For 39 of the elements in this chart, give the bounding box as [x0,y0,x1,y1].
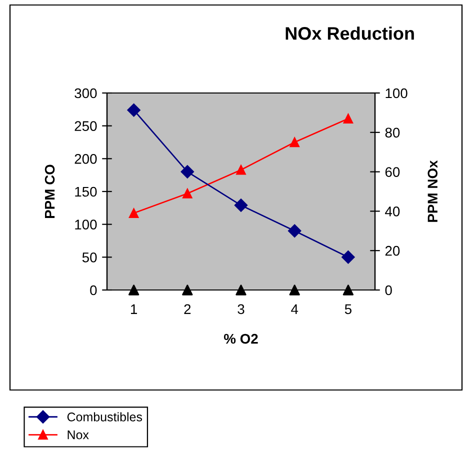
point [128,208,139,218]
y-tick-label: 0 [90,285,97,296]
y2-tick-label: 40 [385,206,400,216]
x-tick-label: 1 [130,304,137,314]
y2-tick-label: 20 [385,246,400,256]
point [288,224,302,238]
point [128,284,140,296]
x-tick-label: 5 [344,304,352,314]
y2-tick-label: 60 [385,167,400,177]
y2-tick-label: 100 [386,88,408,98]
point [182,284,193,296]
y2-tick-label: 0 [385,285,392,296]
x-axis-title: % O2 [224,334,258,344]
legend-label: Combustibles [67,412,142,422]
x-tick-label: 2 [184,304,191,314]
point [343,114,354,124]
point [342,250,355,264]
point [289,284,300,296]
y-tick-label: 100 [75,220,97,230]
point [236,284,246,296]
point [234,198,248,212]
legend-label: Nox [68,430,89,440]
y-tick-label: 250 [74,121,97,132]
y2-axis-title: PPM NOx [428,160,438,222]
point [290,137,300,148]
x-tick-label: 4 [291,304,298,314]
y-tick-label: 300 [74,88,97,98]
point [182,188,192,198]
chart-title: NOx Reduction [286,26,414,40]
x-tick-label: 3 [238,304,244,314]
point [180,165,194,178]
point [236,164,246,175]
y-tick-label: 50 [82,252,97,262]
y-tick-label: 200 [74,154,97,164]
point [127,103,140,117]
point [342,284,354,296]
y-axis-title: PPM CO [44,164,55,218]
y2-tick-label: 80 [385,128,400,138]
y-tick-label: 150 [75,186,97,197]
